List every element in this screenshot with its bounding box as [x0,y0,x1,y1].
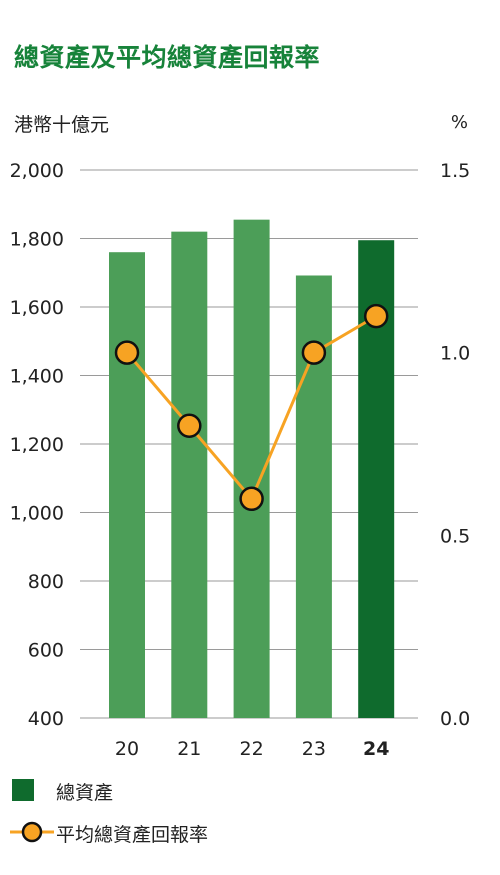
left-axis-tick-label: 1,400 [10,366,64,388]
bar-20 [109,252,145,718]
line-point-20 [114,340,140,365]
legend-label-total-assets: 總資產 [56,782,114,804]
legend-item-return-on-assets: 平均總資產回報率 [10,817,490,849]
x-axis-tick-label: 24 [363,738,389,760]
left-axis-tick-label: 400 [28,708,64,730]
legend-label-return-on-assets: 平均總資產回報率 [56,824,209,846]
line-point-23 [301,340,327,365]
legend-line-marker [21,821,43,843]
x-axis-tick-label: 20 [115,738,139,760]
bar-21 [171,231,208,718]
line-point-22 [239,486,264,512]
left-axis-unit-label: 港幣十億元 [14,114,110,136]
left-axis-tick-label: 1,000 [10,503,64,525]
left-axis-tick-label: 2,000 [10,160,64,182]
right-axis-tick-label: 0.5 [440,525,470,547]
x-axis-tick-label: 23 [302,738,326,760]
left-axis-tick-label: 600 [28,640,64,662]
line-point-24 [363,303,389,329]
chart-title: 總資產及平均總資產回報率 [14,43,321,72]
legend-item-total-assets: 總資產 [10,775,490,807]
combo-chart: 2,000 1,800 1,600 1,400 1,200 1,000 800 600 400 1… [10,160,471,760]
legend-bar-swatch [12,779,34,801]
left-axis-tick-label: 1,600 [10,297,64,319]
left-axis-tick-label: 800 [28,571,64,593]
right-axis-tick-label: 1.0 [440,343,470,365]
right-axis-unit-label: % [450,112,468,133]
legend-line-swatch [10,821,54,843]
line-point-21 [177,413,202,438]
right-axis-tick-label: 1.5 [440,160,470,182]
left-axis-tick-label: 1,200 [10,434,64,456]
right-axis-tick-label: 0.0 [440,708,470,730]
x-axis-tick-label: 21 [177,738,201,760]
x-axis-tick-label: 22 [240,738,264,760]
left-axis-tick-label: 1,800 [10,229,64,251]
